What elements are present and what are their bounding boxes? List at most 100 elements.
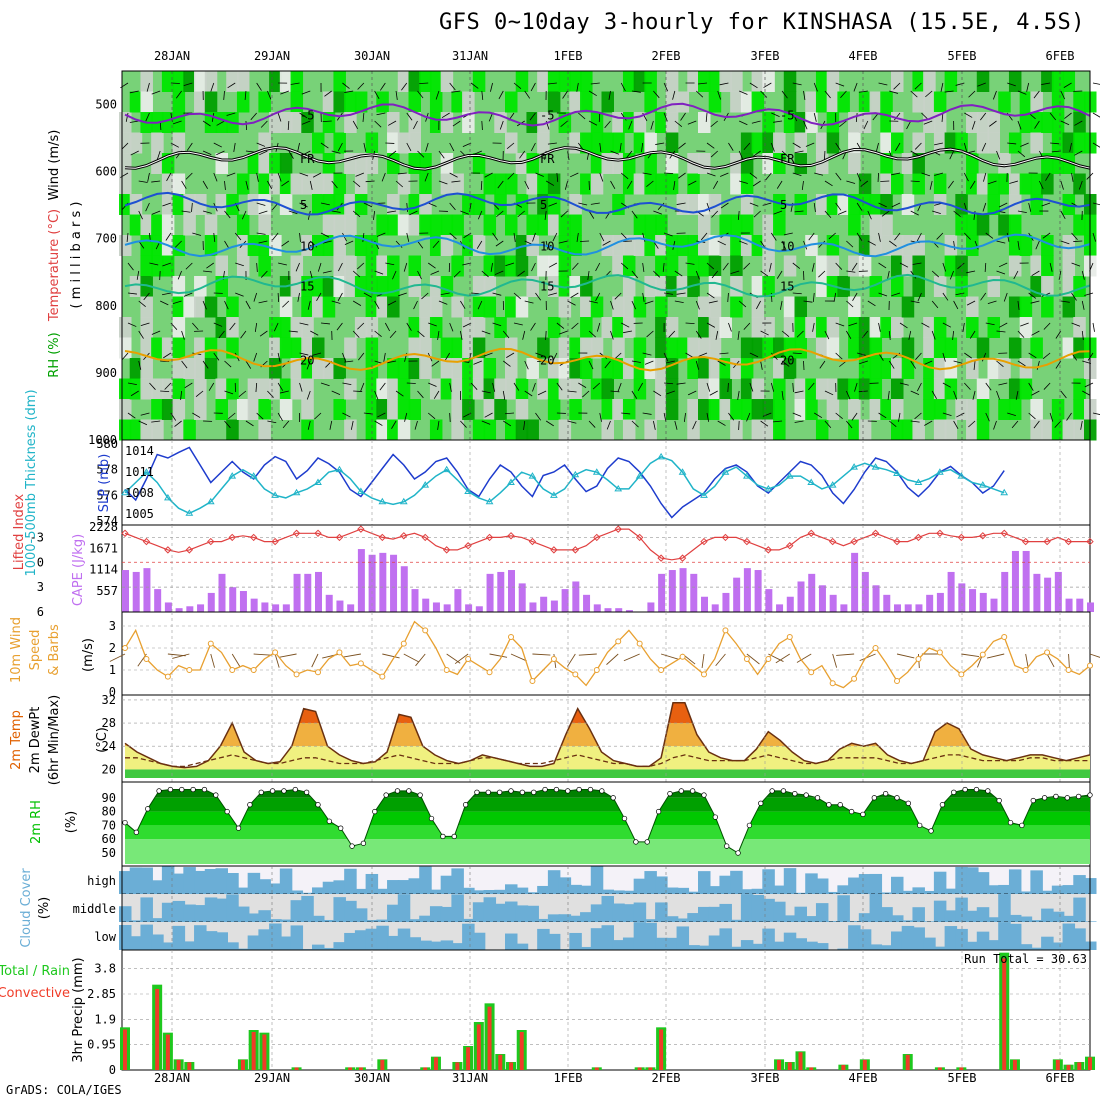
rh-cell (912, 235, 925, 256)
wind-barb (710, 150, 718, 158)
thickness-marker (314, 478, 322, 485)
wind-barb (756, 300, 761, 310)
rh-marker (406, 788, 412, 794)
rh-cell (1051, 132, 1065, 154)
wind-speed-marker (272, 649, 279, 656)
cloud-bar (848, 877, 861, 894)
bottom-date-label: 1FEB (554, 1071, 583, 1085)
wind-barb (432, 240, 440, 249)
wind-tick-label: 1 (109, 663, 116, 677)
thickness-marker (828, 481, 837, 488)
surface-wind-barb (274, 653, 280, 668)
wind-barb (963, 172, 969, 182)
wind-tick-label: 0 (109, 685, 116, 699)
rh-cell (730, 173, 743, 195)
cloud-bar (172, 900, 186, 922)
li-marker (614, 525, 622, 533)
cloud-bar (204, 869, 218, 894)
cloud-bar (665, 937, 679, 950)
wind-barb (267, 90, 272, 100)
wind-barb (424, 172, 429, 182)
rh-cell (204, 71, 218, 92)
li-marker (893, 537, 901, 546)
cloud-bar (655, 876, 668, 894)
rh-cell (429, 112, 443, 133)
rh-marker (462, 802, 469, 808)
wind-barb (824, 150, 826, 161)
wind-barb (621, 322, 630, 328)
wind-barb (824, 180, 833, 187)
wind-barb (923, 360, 933, 365)
rh-cell (215, 399, 228, 420)
rh-cell (547, 399, 561, 420)
cloud-bar (730, 870, 743, 894)
wind-barb (781, 90, 788, 99)
wind-barb (278, 262, 287, 266)
rh-marker (1019, 822, 1025, 829)
rh-cell (129, 132, 143, 154)
rh-cell (312, 132, 325, 154)
li-marker (571, 546, 580, 554)
rh-cell (944, 255, 958, 277)
wind-barb (181, 360, 188, 369)
wind-barb (910, 390, 920, 395)
rh-cell (976, 378, 990, 400)
wind-speed-marker (722, 627, 729, 634)
rh-cell (537, 71, 550, 92)
rh-marker (678, 788, 684, 794)
rh-cell (1062, 296, 1076, 318)
wind-barb (743, 262, 751, 270)
cloud-bar (462, 918, 475, 922)
rh-cell (365, 317, 379, 338)
wind-barb (1074, 120, 1083, 126)
cloud-bar (848, 921, 861, 922)
wind-tick-label: 2 (109, 641, 116, 655)
wind-barb (559, 330, 568, 335)
wind-barb (449, 382, 452, 392)
wind-barb (947, 180, 954, 189)
rh-cell (923, 91, 936, 113)
thickness-marker (850, 463, 858, 470)
rh-cell (687, 71, 700, 92)
rh-cell (129, 378, 143, 400)
wind-barb (435, 90, 440, 100)
cloud-bar (976, 872, 990, 894)
wind-barb (792, 412, 802, 417)
wind-barb (949, 270, 954, 280)
wind-barb (796, 330, 804, 338)
thickness-marker (335, 465, 344, 473)
li-marker (142, 537, 151, 546)
rh-marker (701, 792, 707, 798)
wind-barb (655, 142, 665, 145)
li-tick-label: -3 (30, 530, 44, 544)
rh-cell (451, 255, 464, 277)
wind-barb (235, 262, 244, 267)
rh-cell (215, 276, 228, 297)
wind-barb (857, 352, 866, 356)
wind-barb (749, 202, 759, 207)
rh-cell (923, 112, 936, 133)
wind-barb (678, 172, 686, 179)
wind-barb (1028, 202, 1032, 212)
precip-tick-label: 2.85 (87, 987, 116, 1001)
wind-barb (985, 322, 995, 326)
surface-wind-barb (961, 653, 980, 657)
wind-barb (602, 240, 611, 246)
wind-barb (481, 120, 483, 131)
cloud-bar (762, 869, 775, 894)
cloud-unit-label-group: (%) (37, 897, 52, 920)
li-marker (635, 533, 644, 542)
cloud-bar (1041, 890, 1054, 894)
wind-barb (397, 172, 407, 175)
wind-barb (592, 382, 601, 390)
rh-marker (1053, 793, 1059, 800)
surface-wind-barb (1025, 653, 1029, 668)
cloud-bar (397, 894, 411, 922)
wind-barb (138, 360, 142, 370)
rh-cell (901, 153, 915, 174)
rh-tick-label: 70 (102, 818, 116, 832)
cloud-bar (730, 919, 743, 922)
wind-barb (344, 90, 354, 93)
rh-cell (783, 112, 797, 133)
surface-wind-barb (1046, 653, 1055, 668)
